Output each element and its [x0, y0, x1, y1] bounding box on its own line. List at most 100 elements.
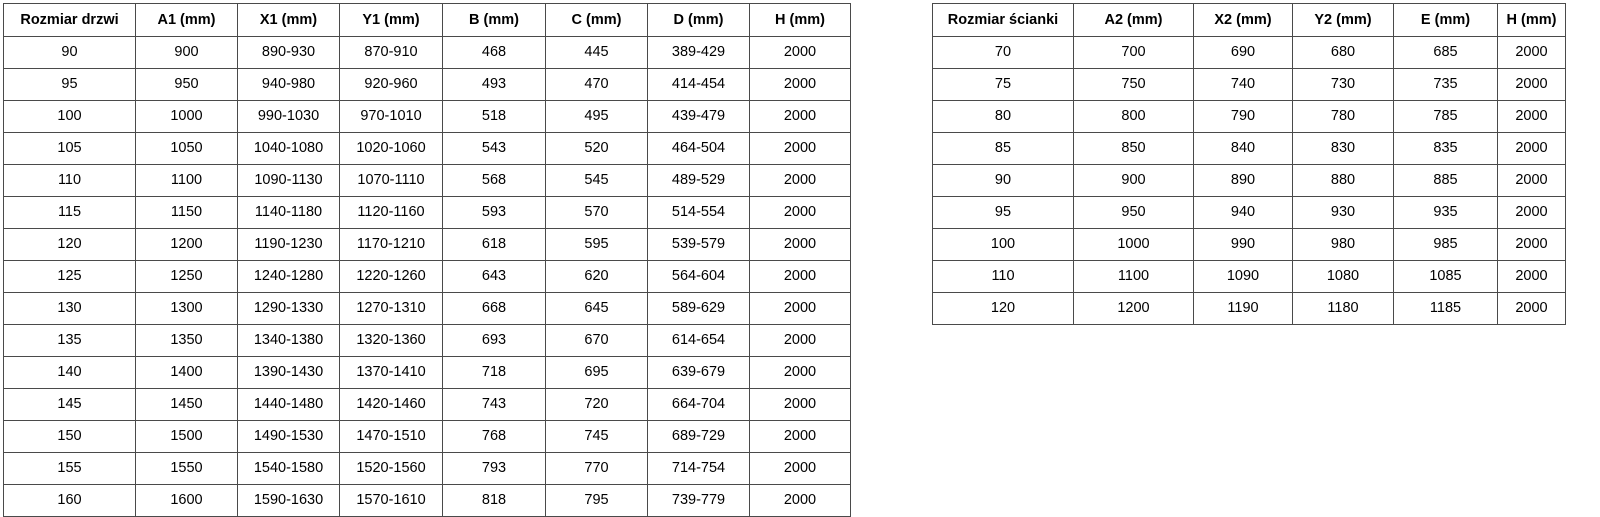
table-cell: 685 [1393, 36, 1498, 69]
door-column-header: X1 (mm) [237, 3, 340, 37]
table-cell: 639-679 [647, 356, 750, 389]
table-row: 100 1000 990-1030 970-1010 518 495 439-479 2000 [3, 100, 851, 133]
table-row: 150 1500 1490-1530 1470-1510 768 745 689-729 20… [3, 420, 851, 453]
table-cell: 2000 [1497, 228, 1566, 261]
table-cell: 1140-1180 [237, 196, 340, 229]
table-cell: 768 [442, 420, 546, 453]
table-cell: 935 [1393, 196, 1498, 229]
table-cell: 645 [545, 292, 648, 325]
door-size-cell: 95 [3, 68, 136, 101]
table-cell: 664-704 [647, 388, 750, 421]
table-cell: 2000 [749, 292, 851, 325]
table-cell: 830 [1292, 132, 1394, 165]
table-cell: 990 [1193, 228, 1293, 261]
table-cell: 795 [545, 484, 648, 517]
wall-size-cell: 120 [932, 292, 1074, 325]
table-cell: 489-529 [647, 164, 750, 197]
table-cell: 1240-1280 [237, 260, 340, 293]
table-cell: 970-1010 [339, 100, 443, 133]
table-cell: 2000 [749, 356, 851, 389]
table-cell: 885 [1393, 164, 1498, 197]
table-cell: 1320-1360 [339, 324, 443, 357]
table-cell: 2000 [749, 260, 851, 293]
table-cell: 2000 [749, 164, 851, 197]
table-cell: 880 [1292, 164, 1394, 197]
table-cell: 700 [1073, 36, 1194, 69]
table-cell: 595 [545, 228, 648, 261]
table-row: 75 750 740 730 735 2000 [932, 68, 1566, 101]
door-size-cell: 125 [3, 260, 136, 293]
door-column-header: H (mm) [749, 3, 851, 37]
wall-column-header: A2 (mm) [1073, 3, 1194, 37]
table-cell: 1500 [135, 420, 238, 453]
table-row: 120 1200 1190-1230 1170-1210 618 595 539-579 20… [3, 228, 851, 261]
table-row: 115 1150 1140-1180 1120-1160 593 570 514-554 20… [3, 196, 851, 229]
table-row: 105 1050 1040-1080 1020-1060 543 520 464-504 20… [3, 132, 851, 165]
table-cell: 568 [442, 164, 546, 197]
table-cell: 1540-1580 [237, 452, 340, 485]
table-cell: 900 [135, 36, 238, 69]
table-cell: 1090 [1193, 260, 1293, 293]
table-cell: 2000 [749, 420, 851, 453]
door-size-table: Rozmiar drzwi A1 (mm) X1 (mm) Y1 (mm) B (mm)… [3, 3, 851, 517]
table-row: 130 1300 1290-1330 1270-1310 668 645 589-629 20… [3, 292, 851, 325]
table-cell: 470 [545, 68, 648, 101]
table-row: 95 950 940-980 920-960 493 470 414-454 2000 [3, 68, 851, 101]
table-cell: 1100 [135, 164, 238, 197]
table-row: 110 1100 1090 1080 1085 2000 [932, 260, 1566, 293]
door-column-header: Rozmiar drzwi [3, 3, 136, 37]
table-cell: 793 [442, 452, 546, 485]
table-cell: 464-504 [647, 132, 750, 165]
door-size-cell: 115 [3, 196, 136, 229]
table-cell: 414-454 [647, 68, 750, 101]
table-cell: 840 [1193, 132, 1293, 165]
table-cell: 900 [1073, 164, 1194, 197]
wall-size-cell: 85 [932, 132, 1074, 165]
table-cell: 1390-1430 [237, 356, 340, 389]
table-row: 85 850 840 830 835 2000 [932, 132, 1566, 165]
table-cell: 950 [1073, 196, 1194, 229]
table-cell: 2000 [749, 484, 851, 517]
table-cell: 1220-1260 [339, 260, 443, 293]
door-column-header: D (mm) [647, 3, 750, 37]
door-column-header: A1 (mm) [135, 3, 238, 37]
door-table-header: Rozmiar drzwi A1 (mm) X1 (mm) Y1 (mm) B (mm)… [3, 3, 851, 37]
table-cell: 2000 [749, 132, 851, 165]
table-cell: 780 [1292, 100, 1394, 133]
table-cell: 1600 [135, 484, 238, 517]
table-cell: 593 [442, 196, 546, 229]
table-cell: 800 [1073, 100, 1194, 133]
table-cell: 743 [442, 388, 546, 421]
table-cell: 389-429 [647, 36, 750, 69]
door-table-body: 90 900 890-930 870-910 468 445 389-429 2000 95 95… [3, 36, 851, 517]
table-cell: 870-910 [339, 36, 443, 69]
table-cell: 985 [1393, 228, 1498, 261]
table-cell: 1050 [135, 132, 238, 165]
door-size-cell: 155 [3, 452, 136, 485]
table-cell: 740 [1193, 68, 1293, 101]
table-cell: 1100 [1073, 260, 1194, 293]
table-cell: 468 [442, 36, 546, 69]
table-cell: 518 [442, 100, 546, 133]
table-cell: 835 [1393, 132, 1498, 165]
door-size-cell: 130 [3, 292, 136, 325]
table-cell: 2000 [1497, 68, 1566, 101]
table-cell: 890-930 [237, 36, 340, 69]
table-header-row: Rozmiar drzwi A1 (mm) X1 (mm) Y1 (mm) B (mm)… [3, 3, 851, 37]
wall-column-header: H (mm) [1497, 3, 1566, 37]
table-cell: 718 [442, 356, 546, 389]
table-cell: 514-554 [647, 196, 750, 229]
door-size-cell: 145 [3, 388, 136, 421]
wall-size-table: Rozmiar ścianki A2 (mm) X2 (mm) Y2 (mm) E (m… [932, 3, 1566, 325]
table-cell: 1085 [1393, 260, 1498, 293]
table-cell: 714-754 [647, 452, 750, 485]
table-cell: 2000 [749, 196, 851, 229]
table-cell: 1170-1210 [339, 228, 443, 261]
table-cell: 670 [545, 324, 648, 357]
table-row: 90 900 890-930 870-910 468 445 389-429 2000 [3, 36, 851, 69]
table-cell: 1350 [135, 324, 238, 357]
wall-size-cell: 80 [932, 100, 1074, 133]
table-cell: 739-779 [647, 484, 750, 517]
table-cell: 720 [545, 388, 648, 421]
table-cell: 439-479 [647, 100, 750, 133]
